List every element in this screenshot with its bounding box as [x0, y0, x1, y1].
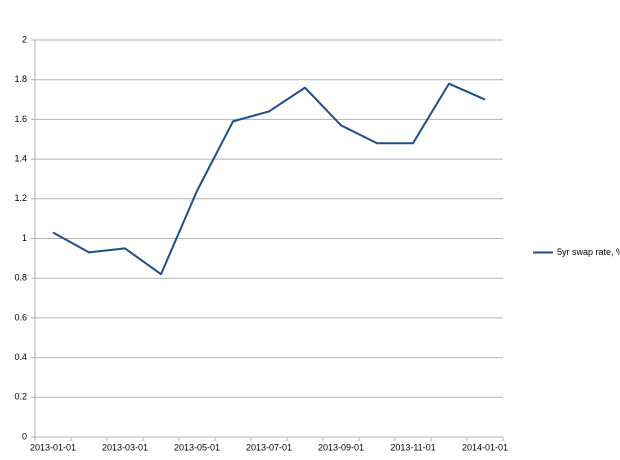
legend-label: 5yr swap rate, % — [557, 247, 620, 257]
x-tick-label: 2014-01-01 — [462, 442, 508, 452]
x-tick-label: 2013-03-01 — [102, 442, 148, 452]
y-tick-label: 0.6 — [14, 312, 27, 322]
y-tick-label: 0 — [22, 431, 27, 441]
x-tick-label: 2013-05-01 — [174, 442, 220, 452]
y-tick-label: 2 — [22, 34, 27, 44]
y-tick-label: 0.2 — [14, 392, 27, 402]
y-tick-label: 1.4 — [14, 153, 27, 163]
y-tick-label: 1 — [22, 233, 27, 243]
line-series — [52, 82, 486, 276]
x-tick-label: 2013-01-01 — [30, 442, 76, 452]
y-tick-label: 0.8 — [14, 273, 27, 283]
y-tick-label: 1.6 — [14, 114, 27, 124]
y-tick-label: 1.2 — [14, 193, 27, 203]
y-tick-label: 0.4 — [14, 352, 27, 362]
x-tick-label: 2013-11-01 — [390, 442, 435, 452]
x-tick-label: 2013-07-01 — [246, 442, 292, 452]
y-tick-label: 1.8 — [14, 74, 27, 84]
x-tick-label: 2013-09-01 — [318, 442, 364, 452]
